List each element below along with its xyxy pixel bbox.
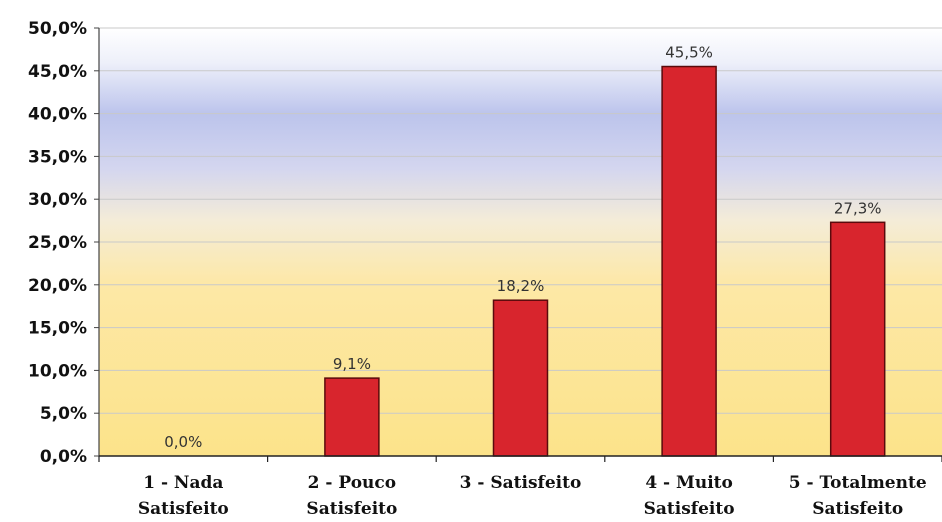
- x-tick-label-line: Satisfeito: [644, 499, 735, 519]
- x-tick-label-line: 1 - Nada: [143, 473, 223, 493]
- bar-series: [324, 65, 886, 457]
- x-tick-label-line: 5 - Totalmente: [789, 473, 927, 493]
- y-tick-label: 15,0%: [28, 319, 87, 339]
- x-tick-label-line: Satisfeito: [812, 499, 903, 519]
- data-label: 0,0%: [164, 433, 202, 451]
- data-label: 45,5%: [665, 44, 713, 62]
- data-label: 9,1%: [333, 355, 371, 373]
- x-tick-label-line: 4 - Muito: [645, 473, 733, 493]
- x-tick-label: 4 - Muito Satisfeito: [644, 473, 735, 519]
- x-tick-label-line: Satisfeito: [138, 499, 229, 519]
- y-tick-label: 45,0%: [28, 62, 87, 82]
- y-tick-label: 25,0%: [28, 233, 87, 253]
- x-axis-ticks: 1 - Nada Satisfeito 2 - Pouco Satisfeito 3 -…: [98, 456, 942, 519]
- data-label: 18,2%: [497, 277, 545, 295]
- x-tick-label: 5 - Totalmente Satisfeito: [789, 473, 927, 519]
- y-tick-label: 0,0%: [40, 447, 87, 467]
- x-tick-label: 2 - Pouco Satisfeito: [306, 473, 397, 519]
- y-tick-label: 35,0%: [28, 147, 87, 167]
- y-tick-label: 10,0%: [28, 361, 87, 381]
- y-tick-label: 30,0%: [28, 190, 87, 210]
- y-tick-label: 40,0%: [28, 105, 87, 125]
- x-tick-label-line: 2 - Pouco: [308, 473, 396, 493]
- data-label: 27,3%: [834, 199, 882, 217]
- y-tick-label: 50,0%: [28, 19, 87, 39]
- data-labels: 0,0% 9,1% 18,2% 45,5% 27,3%: [164, 44, 881, 451]
- y-axis-ticks: 0,0% 5,0% 10,0% 15,0% 20,0% 25,0% 30,0% 35,0% 40…: [28, 19, 99, 467]
- x-tick-label: 1 - Nada Satisfeito: [138, 473, 229, 519]
- y-tick-label: 20,0%: [28, 276, 87, 296]
- x-tick-label-line: Satisfeito: [306, 499, 397, 519]
- bar: [324, 377, 380, 457]
- bar: [492, 299, 549, 457]
- x-tick-label-line: 3 - Satisfeito: [460, 473, 582, 493]
- y-tick-label: 5,0%: [40, 404, 87, 424]
- x-tick-label: 3 - Satisfeito: [460, 473, 582, 493]
- bar: [829, 221, 886, 457]
- bar: [661, 65, 717, 457]
